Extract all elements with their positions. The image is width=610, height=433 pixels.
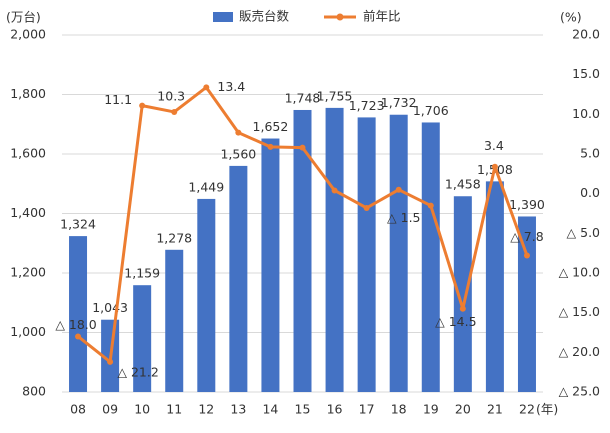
- bar: [165, 249, 184, 392]
- line-marker: [171, 108, 178, 115]
- bar: [69, 236, 88, 392]
- x-tick-label: 14: [262, 402, 278, 417]
- legend-swatch: [213, 12, 233, 22]
- line-value-label: △ 7.8: [510, 229, 544, 244]
- y2-tick-label: 15.0: [572, 66, 600, 81]
- bar-value-label: 1,732: [381, 95, 417, 110]
- y2-tick-label: △ 20.0: [559, 344, 600, 359]
- line-marker: [267, 143, 274, 150]
- x-tick-label: 17: [359, 402, 375, 417]
- y2-tick-label: △ 10.0: [559, 265, 600, 280]
- bar-value-label: 1,390: [509, 197, 545, 212]
- line-value-label: △ 1.5: [387, 210, 420, 225]
- line-marker: [299, 144, 306, 151]
- line-value-label: 11.1: [104, 92, 132, 107]
- x-tick-label: 15: [295, 402, 311, 417]
- line-value-label: △ 18.0: [55, 317, 96, 332]
- line-marker: [363, 204, 370, 211]
- bar-value-label: 1,278: [156, 230, 192, 245]
- legend-label: 前年比: [363, 9, 401, 24]
- x-tick-label: 18: [391, 402, 407, 417]
- line-value-label: 13.4: [217, 79, 245, 94]
- y2-tick-label: △ 5.0: [567, 225, 601, 240]
- y-tick-label: 1,800: [10, 86, 46, 101]
- y-tick-label: 1,400: [10, 205, 46, 220]
- line-value-label: △ 14.5: [435, 314, 476, 329]
- bar: [293, 109, 312, 392]
- line-marker: [235, 129, 242, 136]
- y2-tick-label: 20.0: [572, 27, 600, 42]
- bar: [485, 181, 504, 392]
- line-marker: [331, 187, 338, 194]
- line-marker: [75, 333, 82, 340]
- y-tick-label: 1,600: [10, 146, 46, 161]
- x-tick-label: 08: [70, 402, 86, 417]
- bar: [453, 196, 472, 392]
- bar: [389, 114, 408, 392]
- line-marker: [523, 252, 530, 259]
- x-tick-label: 21: [487, 402, 503, 417]
- bar-value-label: 1,748: [285, 90, 321, 105]
- x-tick-label: 09: [102, 402, 118, 417]
- bar-value-label: 1,324: [60, 217, 96, 232]
- line-value-label: 3.4: [484, 138, 504, 153]
- bar: [325, 107, 344, 392]
- bar-value-label: 1,706: [413, 103, 449, 118]
- line-value-label: 10.3: [157, 88, 185, 103]
- bar-value-label: 1,755: [317, 88, 353, 103]
- legend-swatch: [336, 13, 344, 21]
- y-tick-label: 800: [22, 384, 46, 399]
- bar: [133, 285, 152, 392]
- x-axis-title: (年): [536, 402, 558, 417]
- y2-axis-title: (%): [560, 10, 582, 25]
- bar-value-label: 1,449: [188, 179, 224, 194]
- bar-value-label: 1,458: [445, 177, 481, 192]
- bar: [229, 165, 248, 392]
- x-tick-label: 11: [166, 402, 182, 417]
- y2-tick-label: 10.0: [572, 106, 600, 121]
- x-tick-label: 22: [519, 402, 535, 417]
- line-marker: [459, 305, 466, 312]
- x-tick-label: 13: [230, 402, 246, 417]
- legend-label: 販売台数: [239, 9, 290, 24]
- x-tick-label: 16: [327, 402, 343, 417]
- bar-value-label: 1,652: [253, 119, 289, 134]
- y2-tick-label: 0.0: [580, 185, 600, 200]
- x-tick-label: 10: [134, 402, 150, 417]
- bar: [261, 138, 280, 392]
- x-tick-label: 12: [198, 402, 214, 417]
- bar-value-label: 1,723: [349, 98, 385, 113]
- bar: [357, 117, 376, 392]
- line-marker: [491, 163, 498, 170]
- line-marker: [139, 102, 146, 109]
- y-axis-title: (万台): [6, 10, 41, 25]
- y-tick-label: 1,000: [10, 324, 46, 339]
- line-marker: [427, 202, 434, 209]
- x-tick-label: 20: [455, 402, 471, 417]
- bar-value-label: 1,560: [220, 146, 256, 161]
- line-marker: [203, 84, 210, 91]
- x-tick-label: 19: [423, 402, 439, 417]
- line-marker: [107, 358, 114, 365]
- bar: [517, 216, 536, 392]
- y-tick-label: 1,200: [10, 265, 46, 280]
- line-value-label: △ 21.2: [117, 364, 158, 379]
- y2-tick-label: △ 25.0: [559, 384, 600, 399]
- bar: [197, 198, 216, 392]
- y2-tick-label: △ 15.0: [559, 304, 600, 319]
- y2-tick-label: 5.0: [580, 146, 600, 161]
- bar-value-label: 1,159: [124, 266, 160, 281]
- y-tick-label: 2,000: [10, 27, 46, 42]
- bar-value-label: 1,043: [92, 300, 128, 315]
- line-marker: [395, 186, 402, 193]
- bar: [421, 122, 440, 392]
